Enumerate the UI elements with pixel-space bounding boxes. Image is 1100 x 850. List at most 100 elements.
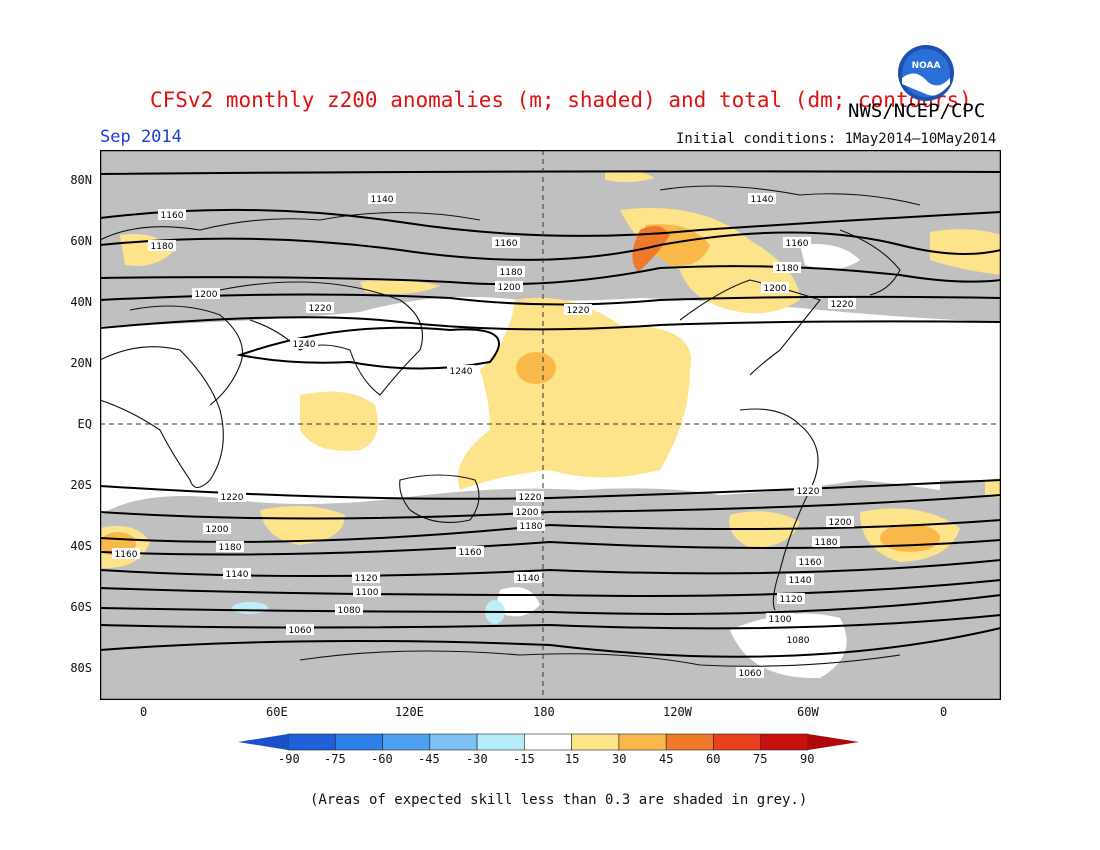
logo-text: NOAA — [912, 61, 941, 71]
svg-text:1120: 1120 — [780, 595, 803, 605]
lat-label: 60N — [70, 234, 92, 248]
agency-label: NWS/NCEP/CPC — [848, 100, 986, 122]
contour-label: 1200 — [495, 281, 523, 293]
colorbar-label: 75 — [753, 752, 768, 766]
contour-label: 1160 — [112, 548, 140, 560]
colorbar-left-arrow — [238, 734, 288, 750]
svg-text:1220: 1220 — [221, 493, 244, 503]
colorbar-label: -15 — [513, 752, 535, 766]
svg-text:1160: 1160 — [161, 211, 184, 221]
colorbar-right-arrow — [808, 734, 859, 750]
svg-text:1180: 1180 — [500, 268, 523, 278]
valid-month: Sep 2014 — [100, 127, 182, 147]
lat-label: 20N — [70, 356, 92, 370]
svg-text:1140: 1140 — [371, 195, 394, 205]
contour-label: 1220 — [794, 485, 822, 497]
colorbar-label: -60 — [371, 752, 393, 766]
colorbar-cell — [665, 733, 714, 751]
lon-label: 60E — [266, 705, 288, 719]
contour-label: 1160 — [456, 546, 484, 558]
colorbar-cell — [476, 733, 525, 751]
contour-label: 1160 — [783, 237, 811, 249]
colorbar-cell — [334, 733, 383, 751]
contour-label: 1080 — [784, 634, 812, 646]
contour-label: 1220 — [218, 491, 246, 503]
lon-label: 0 — [940, 705, 948, 719]
svg-text:1180: 1180 — [520, 522, 543, 532]
lat-label: 80N — [70, 173, 92, 187]
svg-text:1240: 1240 — [450, 367, 473, 377]
contour-label-set: 1140 1140 1160 1160 1160 1180 1180 1180 … — [112, 193, 856, 679]
colorbar-cell — [618, 733, 667, 751]
contour-label: 1180 — [497, 266, 525, 278]
lon-label: 60W — [797, 705, 819, 719]
colorbar-cell — [382, 733, 431, 751]
contour-label: 1140 — [223, 568, 251, 580]
contour-label: 1200 — [203, 523, 231, 535]
svg-text:1160: 1160 — [799, 558, 822, 568]
contour-label: 1060 — [736, 667, 764, 679]
lat-label: EQ — [77, 417, 92, 431]
lon-label: 180 — [533, 705, 555, 719]
contour-label: 1120 — [352, 572, 380, 584]
colorbar-label: 60 — [706, 752, 721, 766]
contour-label: 1180 — [148, 240, 176, 252]
svg-text:1160: 1160 — [495, 239, 518, 249]
svg-text:1180: 1180 — [776, 264, 799, 274]
contour-label: 1160 — [158, 209, 186, 221]
colorbar-cell — [571, 733, 620, 751]
contour-label: 1100 — [766, 613, 794, 625]
contour-label: 1060 — [286, 624, 314, 636]
colorbar-label: -75 — [324, 752, 346, 766]
lon-label: 0 — [140, 705, 148, 719]
contour-label: 1140 — [368, 193, 396, 205]
svg-text:1240: 1240 — [293, 340, 316, 350]
svg-text:1160: 1160 — [115, 550, 138, 560]
contour-label: 1140 — [514, 572, 542, 584]
contour-label: 1240 — [290, 338, 318, 350]
colorbar — [238, 733, 859, 751]
svg-text:1100: 1100 — [356, 588, 379, 598]
contour-label: 1220 — [564, 304, 592, 316]
chart-title: CFSv2 monthly z200 anomalies (m; shaded)… — [150, 88, 972, 112]
contour-label: 1180 — [812, 536, 840, 548]
svg-text:1220: 1220 — [797, 487, 820, 497]
lon-label: 120W — [663, 705, 692, 719]
svg-text:1200: 1200 — [206, 525, 229, 535]
contour-label: 1180 — [517, 520, 545, 532]
svg-text:1180: 1180 — [815, 538, 838, 548]
colorbar-label: -30 — [466, 752, 488, 766]
noaa-logo: NOAA — [898, 45, 954, 101]
colorbar-cell — [524, 733, 572, 751]
continent-outlines — [100, 185, 921, 667]
contour-label: 1120 — [777, 593, 805, 605]
svg-text:1220: 1220 — [519, 493, 542, 503]
colorbar-cell — [429, 733, 478, 751]
colorbar-cell — [713, 733, 762, 751]
map-panel: 1140 1140 1160 1160 1160 1180 1180 1180 … — [100, 150, 1001, 700]
contour-label: 1140 — [748, 193, 776, 205]
contour-label: 1140 — [786, 574, 814, 586]
colorbar-label: -45 — [418, 752, 440, 766]
svg-text:1160: 1160 — [786, 239, 809, 249]
contour-label: 1200 — [192, 288, 220, 300]
lat-label: 80S — [70, 661, 92, 675]
svg-text:1220: 1220 — [309, 304, 332, 314]
svg-text:1080: 1080 — [787, 636, 810, 646]
contour-label: 1200 — [761, 282, 789, 294]
svg-text:1080: 1080 — [338, 606, 361, 616]
lat-label: 20S — [70, 478, 92, 492]
contour-label: 1200 — [513, 506, 541, 518]
svg-text:1220: 1220 — [567, 306, 590, 316]
svg-text:1200: 1200 — [829, 518, 852, 528]
svg-text:1200: 1200 — [195, 290, 218, 300]
initial-conditions: Initial conditions: 1May2014–10May2014 — [676, 131, 997, 147]
lat-label: 40S — [70, 539, 92, 553]
contour-label: 1240 — [447, 365, 475, 377]
lon-label: 120E — [395, 705, 424, 719]
svg-text:1180: 1180 — [151, 242, 174, 252]
contour-label: 1100 — [353, 586, 381, 598]
svg-text:1140: 1140 — [751, 195, 774, 205]
svg-text:1200: 1200 — [498, 283, 521, 293]
contour-label: 1160 — [492, 237, 520, 249]
